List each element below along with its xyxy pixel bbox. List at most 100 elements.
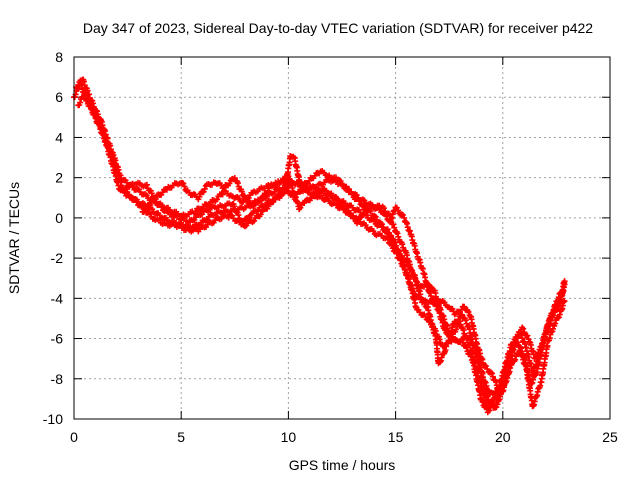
point-marker xyxy=(379,221,386,228)
y-tick-label: 2 xyxy=(55,170,63,186)
point-marker xyxy=(556,311,563,318)
plot-frame xyxy=(73,56,611,420)
point-marker xyxy=(251,217,258,224)
point-marker xyxy=(355,217,362,224)
point-marker xyxy=(359,212,366,219)
point-marker xyxy=(399,241,406,248)
point-marker xyxy=(489,401,496,408)
point-marker xyxy=(421,300,428,307)
point-marker xyxy=(513,334,520,341)
point-marker xyxy=(152,196,159,203)
point-marker xyxy=(384,236,391,243)
point-marker xyxy=(174,212,181,219)
point-marker xyxy=(561,298,568,305)
point-marker xyxy=(463,344,470,351)
point-marker xyxy=(395,207,402,214)
point-marker xyxy=(259,195,266,202)
point-marker xyxy=(345,207,352,214)
point-marker xyxy=(226,180,233,187)
x-tick-label: 0 xyxy=(70,429,78,445)
point-marker xyxy=(459,311,466,318)
point-marker xyxy=(235,212,242,219)
point-marker xyxy=(313,184,320,191)
y-tick-label: -8 xyxy=(51,371,64,387)
point-marker xyxy=(147,210,154,217)
point-marker xyxy=(75,82,82,89)
point-marker xyxy=(465,308,472,315)
point-marker xyxy=(201,185,208,192)
point-marker xyxy=(486,407,493,414)
point-marker xyxy=(483,392,490,399)
point-marker xyxy=(343,183,350,190)
point-marker xyxy=(196,193,203,200)
point-marker xyxy=(535,350,542,357)
point-marker xyxy=(148,190,155,197)
y-axis-title: SDTVAR / TECUs xyxy=(6,182,22,294)
point-marker xyxy=(356,198,363,205)
point-marker xyxy=(354,220,361,227)
point-marker xyxy=(524,332,531,339)
point-marker xyxy=(77,99,84,106)
x-tick-labels: 0 5 10 15 20 25 xyxy=(70,429,618,445)
point-marker xyxy=(453,326,460,333)
point-marker xyxy=(328,190,335,197)
point-marker xyxy=(420,297,427,304)
x-axis-title: GPS time / hours xyxy=(289,457,396,473)
point-marker xyxy=(213,196,220,203)
point-marker xyxy=(512,356,519,363)
y-tick-label: -4 xyxy=(51,290,64,306)
point-marker xyxy=(391,224,398,231)
point-marker xyxy=(200,188,207,195)
y-tick-labels: -10 -8 -6 -4 -2 0 2 4 6 8 xyxy=(43,49,63,427)
point-marker xyxy=(88,103,95,110)
point-marker xyxy=(257,211,264,218)
point-marker xyxy=(231,203,238,210)
point-marker xyxy=(529,379,536,386)
x-tick-label: 15 xyxy=(388,429,404,445)
x-tick-label: 10 xyxy=(281,429,297,445)
point-marker xyxy=(407,265,414,272)
point-marker xyxy=(555,297,562,304)
point-marker xyxy=(180,180,187,187)
point-marker xyxy=(427,292,434,299)
point-marker xyxy=(399,253,406,260)
point-marker xyxy=(479,398,486,405)
chart-title: Day 347 of 2023, Sidereal Day-to-day VTE… xyxy=(83,20,593,36)
point-marker xyxy=(394,230,401,237)
point-marker xyxy=(372,213,379,220)
point-marker xyxy=(83,92,90,99)
point-marker xyxy=(265,203,272,210)
point-marker xyxy=(238,218,245,225)
point-marker xyxy=(459,336,466,343)
x-tick-label: 5 xyxy=(177,429,185,445)
point-marker xyxy=(143,181,150,188)
series-track-b xyxy=(73,76,568,397)
point-marker xyxy=(520,325,527,332)
point-marker xyxy=(494,401,501,408)
point-marker xyxy=(437,357,444,364)
point-marker xyxy=(438,354,445,361)
point-marker xyxy=(561,278,568,285)
point-marker xyxy=(403,258,410,265)
point-marker xyxy=(242,194,249,201)
point-marker xyxy=(531,355,538,362)
point-marker xyxy=(552,320,559,327)
point-marker xyxy=(92,112,99,119)
point-marker xyxy=(496,396,503,403)
point-marker xyxy=(467,353,474,360)
data-points xyxy=(71,76,568,416)
point-marker xyxy=(461,303,468,310)
y-tick-label: 4 xyxy=(55,129,63,145)
series-track-e xyxy=(122,167,503,411)
point-marker xyxy=(485,396,492,403)
point-marker xyxy=(142,206,149,213)
x-tick-label: 25 xyxy=(602,429,618,445)
x-tick-label: 20 xyxy=(495,429,511,445)
point-marker xyxy=(555,294,562,301)
point-marker xyxy=(462,317,469,324)
y-tick-label: 0 xyxy=(55,210,63,226)
point-marker xyxy=(297,204,304,211)
point-marker xyxy=(298,186,305,193)
point-marker xyxy=(292,194,299,201)
